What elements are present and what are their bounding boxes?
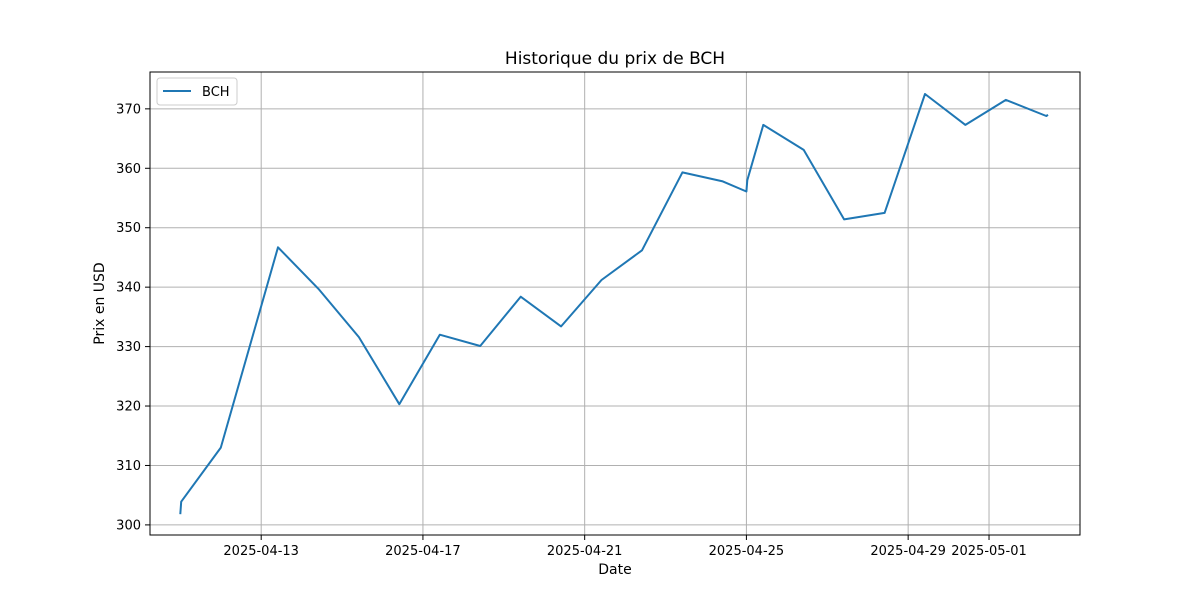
- y-tick-label: 330: [116, 340, 141, 355]
- y-tick-label: 360: [116, 162, 141, 177]
- x-tick-label: 2025-04-13: [223, 544, 299, 559]
- plot-frame: [149, 71, 1081, 536]
- x-tick-label: 2025-04-25: [709, 544, 785, 559]
- y-axis-title: Prix en USD: [92, 262, 108, 344]
- legend-box: [156, 77, 238, 106]
- legend: BCH: [156, 77, 238, 106]
- x-tick-label: 2025-04-17: [385, 544, 461, 559]
- chart-title: Historique du prix de BCH: [505, 49, 725, 69]
- x-tick-label: 2025-04-21: [547, 544, 623, 559]
- x-tick-label: 2025-05-01: [951, 544, 1027, 559]
- y-tick-label: 370: [116, 102, 141, 117]
- grid-layer: [150, 72, 1080, 535]
- y-tick-label: 340: [116, 281, 141, 296]
- y-tick-label: 300: [116, 518, 141, 533]
- x-tick-label: 2025-04-29: [870, 544, 946, 559]
- legend-label-bch: BCH: [202, 85, 230, 100]
- y-tick-label: 320: [116, 400, 141, 415]
- series-layer: [179, 93, 1049, 515]
- series-line-bch: [179, 93, 1049, 515]
- tick-layer: 2025-04-13 2025-04-17 2025-04-21 2025-04-25…: [116, 102, 1027, 559]
- y-tick-label: 350: [116, 221, 141, 236]
- y-tick-label: 310: [116, 459, 141, 474]
- x-axis-title: Date: [598, 562, 631, 578]
